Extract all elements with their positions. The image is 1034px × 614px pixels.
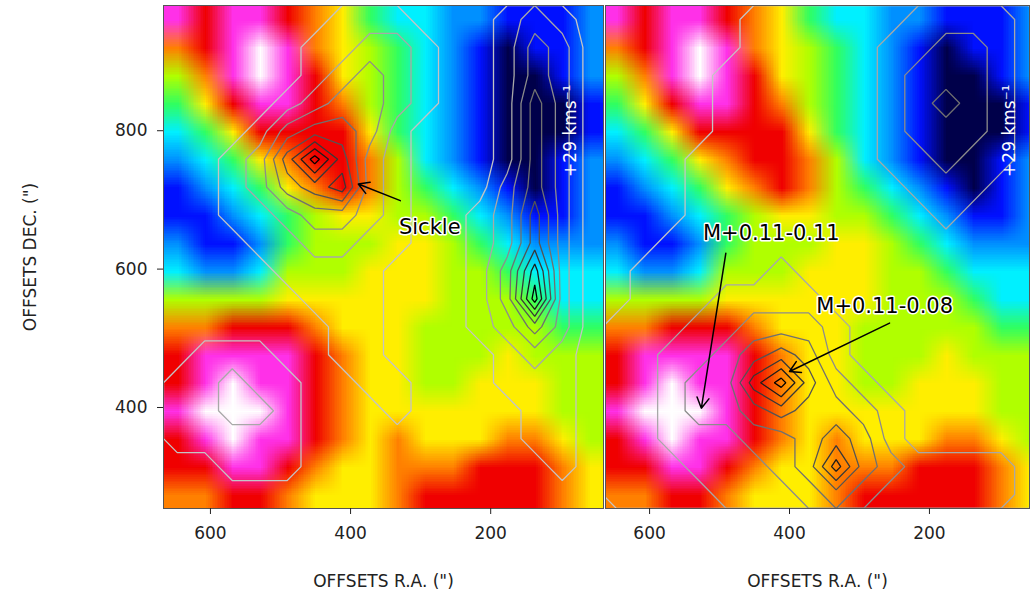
svg-text:600: 600 <box>633 523 665 543</box>
svg-text:800: 800 <box>115 120 147 140</box>
svg-text:OFFSETS R.A. ("): OFFSETS R.A. (") <box>747 571 888 591</box>
svg-text:400: 400 <box>115 397 147 417</box>
svg-text:+29 kms⁻¹: +29 kms⁻¹ <box>999 85 1019 177</box>
svg-text:400: 400 <box>773 523 805 543</box>
svg-text:+29 kms⁻¹: +29 kms⁻¹ <box>560 85 580 177</box>
svg-text:600: 600 <box>115 259 147 279</box>
svg-text:200: 200 <box>913 523 945 543</box>
svg-text:400: 400 <box>334 523 366 543</box>
svg-text:200: 200 <box>474 523 506 543</box>
svg-text:OFFSETS R.A. ("): OFFSETS R.A. (") <box>313 571 454 591</box>
svg-text:Sickle: Sickle <box>399 215 461 239</box>
svg-text:M+0.11-0.11: M+0.11-0.11 <box>703 221 840 245</box>
svg-text:M+0.11-0.08: M+0.11-0.08 <box>816 294 953 318</box>
svg-text:OFFSETS DEC. ("): OFFSETS DEC. (") <box>20 183 40 331</box>
svg-text:600: 600 <box>194 523 226 543</box>
